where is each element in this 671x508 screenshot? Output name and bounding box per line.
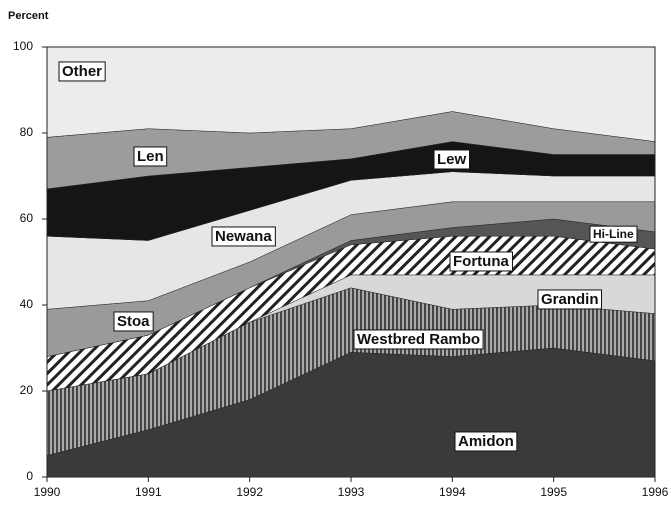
series-label-box [353, 329, 484, 350]
x-tick-label: 1995 [540, 485, 567, 499]
series-label-box [58, 61, 106, 82]
x-tick-label: 1994 [439, 485, 466, 499]
series-label-box [589, 225, 638, 243]
series-label-box [113, 311, 154, 332]
series-label: Len [137, 148, 164, 165]
x-tick-label: 1993 [338, 485, 365, 499]
series-label: Stoa [117, 313, 150, 330]
y-tick-label: 20 [20, 383, 34, 397]
y-tick-label: 0 [26, 469, 33, 483]
area [46, 46, 656, 142]
y-tick-label: 40 [20, 297, 34, 311]
series-label-box [433, 149, 471, 170]
series-label: Amidon [458, 433, 514, 450]
series-label: Lew [437, 151, 467, 168]
y-axis-label: Percent [8, 10, 49, 22]
series-label: Other [62, 63, 102, 80]
series-label: Westbred Rambo [357, 331, 480, 348]
x-tick-label: 1991 [135, 485, 162, 499]
series-label-box [537, 289, 603, 310]
x-tick-label: 1990 [34, 485, 61, 499]
x-tick-label: 1996 [642, 485, 669, 499]
y-tick-label: 80 [20, 125, 34, 139]
series-label-box [454, 431, 518, 452]
y-tick-label: 100 [13, 39, 33, 53]
series-label: Hi-Line [593, 227, 634, 241]
series-label: Newana [215, 228, 272, 245]
series-label-box [211, 226, 276, 247]
y-tick-label: 60 [20, 211, 34, 225]
series-label-box [449, 251, 513, 272]
series-label: Fortuna [453, 253, 509, 270]
x-tick-label: 1992 [236, 485, 263, 499]
series-label: Grandin [541, 291, 599, 308]
series-label-box [133, 146, 168, 167]
